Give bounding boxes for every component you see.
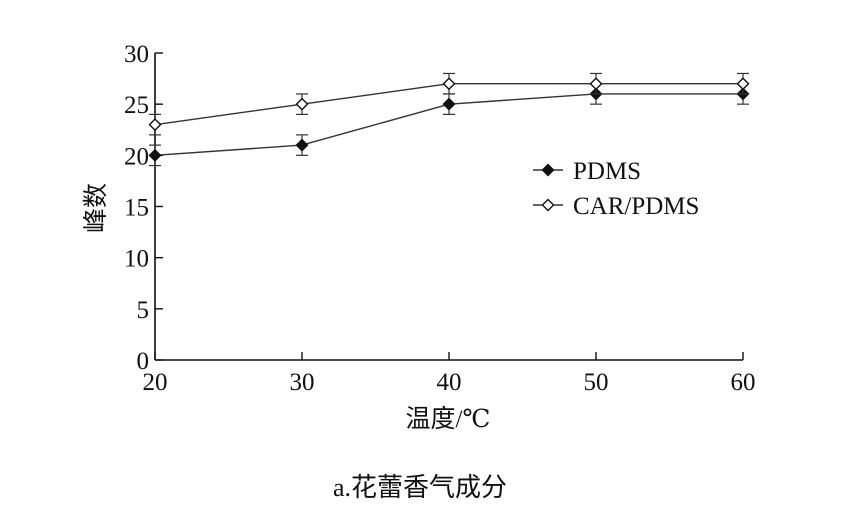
data-point-car-pdms [589, 77, 603, 91]
figure-caption: a.花蕾香气成分 [333, 473, 507, 502]
data-point-car-pdms [736, 77, 750, 91]
x-tick-label: 20 [143, 369, 168, 396]
data-point-pdms [295, 138, 309, 152]
data-point-car-pdms [442, 77, 456, 91]
data-point-car-pdms [148, 118, 162, 132]
x-axis-label: 温度/℃ [406, 405, 491, 433]
legend-label: PDMS [573, 158, 641, 185]
y-tick-label: 0 [137, 348, 150, 375]
legend: PDMS CAR/PDMS [533, 158, 699, 220]
legend-label: CAR/PDMS [573, 193, 699, 220]
x-tick-label: 40 [437, 369, 462, 396]
legend-item-pdms: PDMS [533, 158, 641, 185]
x-tick-label: 60 [731, 369, 756, 396]
series-layer [148, 72, 750, 167]
legend-item-car-pdms: CAR/PDMS [533, 193, 699, 220]
y-tick-label: 20 [124, 143, 149, 170]
y-tick-label: 15 [124, 195, 149, 222]
series-car-pdms [148, 72, 750, 136]
x-tick-label: 50 [584, 369, 609, 396]
y-axis-label: 峰数 [82, 183, 110, 233]
data-point-pdms [148, 148, 162, 162]
y-tick-label: 25 [124, 92, 149, 119]
series-pdms [148, 83, 750, 167]
y-tick-label: 10 [124, 246, 149, 273]
y-tick-label: 5 [137, 297, 150, 324]
legend-marker [541, 198, 555, 212]
legend-marker [541, 163, 555, 177]
y-tick-label: 30 [124, 41, 149, 68]
axes: 0 5 10 15 20 25 30 20 30 40 50 60 [124, 41, 756, 396]
data-point-pdms [442, 97, 456, 111]
data-point-car-pdms [295, 97, 309, 111]
x-tick-label: 30 [290, 369, 315, 396]
